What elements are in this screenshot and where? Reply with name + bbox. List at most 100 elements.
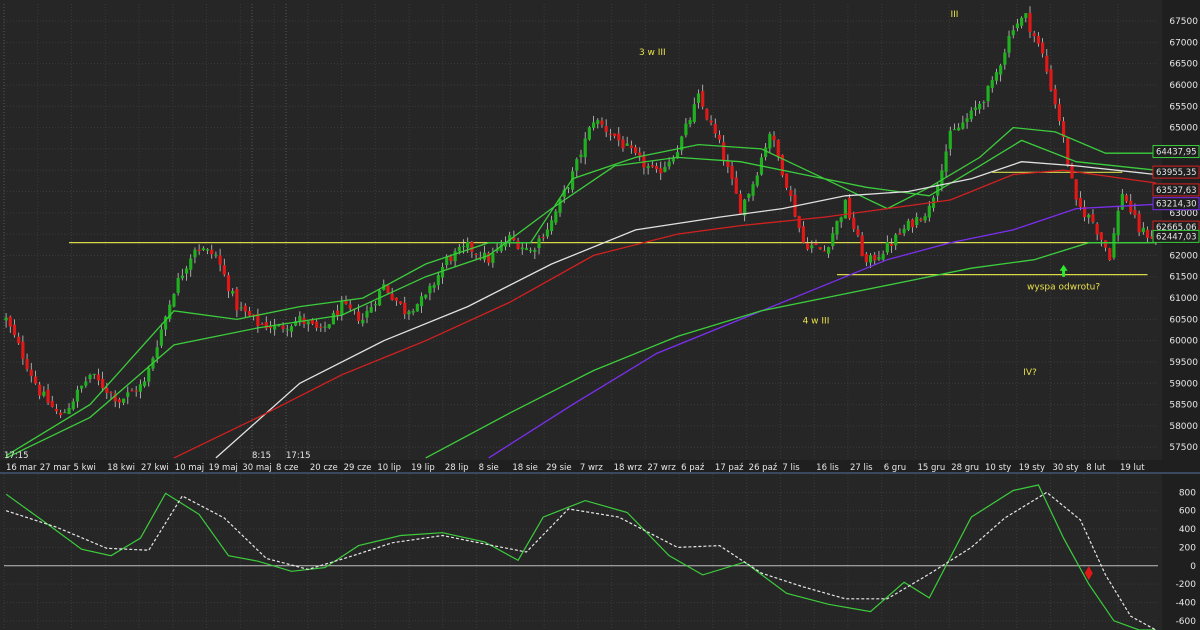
chart-annotation: wyspa odwrotu? [1027,283,1100,293]
candle-down [864,253,868,263]
candle-up [1112,233,1116,258]
candle-up [537,238,541,249]
candle-down [512,237,516,241]
x-tick-label: 5 kwi [74,463,96,473]
candle-up [327,324,331,328]
candle-down [730,165,734,179]
price-panel-bg [0,0,1162,460]
candle-up [138,384,142,392]
x-tick-label: 18 wrz [614,463,643,473]
candle-down [734,177,738,194]
price-tick-label: 59500 [1169,358,1198,368]
candle-down [487,253,491,263]
x-tick-label: 27 kwi [141,463,169,473]
candle-up [461,245,466,247]
candle-down [1066,138,1070,165]
x-tick-label: 15 gru [917,463,945,473]
candle-up [831,233,835,246]
oscillator-panel-bg [0,474,1162,630]
candle-up [445,256,449,266]
candle-down [210,249,214,255]
candle-down [722,142,726,161]
osc-tick-label: 200 [1179,543,1196,553]
candle-up [969,110,973,120]
price-badge-box [1152,197,1200,211]
candle-down [806,243,810,250]
x-tick-label: 19 sty [1019,463,1045,473]
candle-down [612,133,617,137]
candle-up [877,257,881,260]
candle-down [726,160,730,167]
candle-down [1129,200,1133,213]
candle-down [247,310,252,316]
candle-up [743,199,747,216]
candle-down [608,133,612,135]
candle-up [529,250,533,252]
candle-up [172,294,176,307]
price-badge-box [1152,145,1200,159]
price-tick-label: 67500 [1169,17,1198,27]
candle-up [436,275,440,286]
candle-up [373,304,377,306]
osc-tick-label: 400 [1179,525,1196,535]
candle-down [1032,33,1036,37]
candle-up [973,107,978,111]
candle-down [516,240,520,249]
x-tick-label: 18 sie [512,463,538,473]
candle-up [1116,210,1120,236]
x-tick-label: 8 sie [479,463,499,473]
price-badge-box [1152,165,1200,179]
price-tick-label: 60000 [1169,337,1198,347]
candle-up [894,234,898,246]
candle-down [650,165,654,167]
candle-down [919,218,923,221]
candle-down [1078,197,1082,208]
candle-down [797,215,801,229]
candle-up [147,367,151,382]
candle-down [709,120,713,123]
moving-averages-layer [5,126,1156,459]
candle-up [562,189,566,198]
candle-down [109,391,113,393]
candle-down [386,285,390,293]
candle-down [1074,179,1078,200]
candle-down [470,241,474,252]
candle-up [419,296,424,307]
candle-down [814,243,818,246]
candle-up [1120,193,1124,210]
x-tick-label: 27 lis [850,463,873,473]
price-badges-layer: 64437,95 63955,35 63537,63 63214,30 62665,06… [1152,145,1200,243]
candle-down [101,378,105,389]
candle-down [105,387,109,393]
moving-average-line [425,242,1156,459]
candle-down [617,133,621,141]
candle-up [126,392,130,397]
candle-down [235,289,239,311]
price-tick-label: 67000 [1169,38,1198,48]
candle-down [310,319,315,324]
candle-down [852,217,856,230]
candle-up [667,161,671,167]
candle-up [407,311,411,315]
candle-up [75,389,80,402]
candle-up [957,127,961,131]
candle-up [415,304,419,312]
candle-down [113,393,117,402]
x-tick-label: 30 sty [1052,463,1078,473]
candle-down [801,226,806,243]
candle-up [142,381,147,387]
candle-down [403,302,407,315]
candle-down [315,321,319,328]
session-time-label: 17:15 [286,451,311,461]
candle-down [1150,236,1154,239]
candle-down [252,314,256,316]
candle-up [4,317,8,321]
osc-tick-label: 600 [1179,507,1196,517]
candle-up [1020,17,1024,26]
candle-up [575,159,579,171]
candle-down [633,147,638,154]
candle-down [1108,248,1112,261]
candle-up [42,391,46,396]
candle-up [990,80,994,88]
candle-up [671,158,675,162]
